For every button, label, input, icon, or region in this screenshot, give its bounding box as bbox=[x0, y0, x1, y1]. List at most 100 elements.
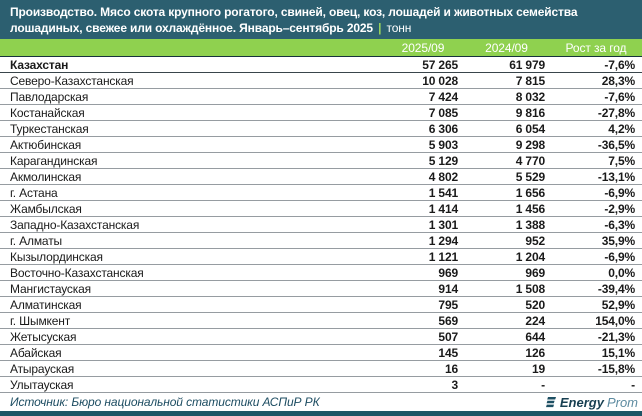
growth-cell: -13,1% bbox=[550, 168, 642, 186]
column-header-2025: 2025/09 bbox=[383, 39, 463, 58]
value-2025-cell: 57 265 bbox=[383, 56, 463, 74]
growth-cell: -36,5% bbox=[550, 136, 642, 154]
value-2024-cell: 19 bbox=[463, 360, 550, 378]
region-cell: Улытауская bbox=[0, 376, 383, 394]
value-2025-cell: 914 bbox=[383, 280, 463, 298]
value-2024-cell: 9 298 bbox=[463, 136, 550, 154]
growth-cell: -15,8% bbox=[550, 360, 642, 378]
table-row: Актюбинская 5 903 9 298 -36,5% bbox=[0, 136, 642, 154]
value-2024-cell: 5 529 bbox=[463, 168, 550, 186]
value-2024-cell: 520 bbox=[463, 296, 550, 314]
value-2024-cell: 1 456 bbox=[463, 200, 550, 218]
energyprom-logo: Energy Prom bbox=[544, 395, 638, 410]
table-row: Атырауская 16 19 -15,8% bbox=[0, 360, 642, 378]
table-row: Кызылординская 1 121 1 204 -6,9% bbox=[0, 248, 642, 266]
title-unit: тонн bbox=[386, 21, 412, 35]
table-row: Костанайская 7 085 9 816 -27,8% bbox=[0, 104, 642, 122]
value-2025-cell: 1 294 bbox=[383, 232, 463, 250]
production-table: 2025/09 2024/09 Рост за год Казахстан 57… bbox=[0, 39, 642, 394]
value-2025-cell: 7 085 bbox=[383, 104, 463, 122]
table-header-row: 2025/09 2024/09 Рост за год bbox=[0, 39, 642, 58]
value-2024-cell: 61 979 bbox=[463, 56, 550, 74]
growth-cell: - bbox=[550, 376, 642, 394]
value-2024-cell: 1 204 bbox=[463, 248, 550, 266]
value-2025-cell: 969 bbox=[383, 264, 463, 282]
value-2025-cell: 1 121 bbox=[383, 248, 463, 266]
region-cell: Восточно-Казахстанская bbox=[0, 264, 383, 282]
value-2025-cell: 16 bbox=[383, 360, 463, 378]
column-header-region bbox=[0, 39, 383, 58]
footer: Источник: Бюро национальной статистики А… bbox=[0, 393, 642, 411]
region-cell: Алматинская bbox=[0, 296, 383, 314]
region-cell: Павлодарская bbox=[0, 88, 383, 106]
value-2025-cell: 6 306 bbox=[383, 120, 463, 138]
page-title: Производство. Мясо скота крупного рогато… bbox=[10, 5, 578, 35]
value-2025-cell: 569 bbox=[383, 312, 463, 330]
growth-cell: 28,3% bbox=[550, 72, 642, 90]
region-cell: Жетысуская bbox=[0, 328, 383, 346]
growth-cell: -7,6% bbox=[550, 56, 642, 74]
value-2024-cell: 4 770 bbox=[463, 152, 550, 170]
region-cell: Актюбинская bbox=[0, 136, 383, 154]
region-cell: Акмолинская bbox=[0, 168, 383, 186]
value-2024-cell: 6 054 bbox=[463, 120, 550, 138]
value-2024-cell: 8 032 bbox=[463, 88, 550, 106]
region-cell: Абайская bbox=[0, 344, 383, 362]
table-row: Жетысуская 507 644 -21,3% bbox=[0, 328, 642, 346]
value-2024-cell: 7 815 bbox=[463, 72, 550, 90]
region-cell: Карагандинская bbox=[0, 152, 383, 170]
table-body: Казахстан 57 265 61 979 -7,6% Северо-Каз… bbox=[0, 56, 642, 394]
value-2024-cell: 644 bbox=[463, 328, 550, 346]
column-header-growth: Рост за год bbox=[550, 39, 642, 58]
growth-cell: -27,8% bbox=[550, 104, 642, 122]
value-2024-cell: 1 388 bbox=[463, 216, 550, 234]
table-row: Западно-Казахстанская 1 301 1 388 -6,3% bbox=[0, 216, 642, 234]
value-2025-cell: 1 301 bbox=[383, 216, 463, 234]
title-bar: Производство. Мясо скота крупного рогато… bbox=[0, 0, 642, 40]
value-2025-cell: 795 bbox=[383, 296, 463, 314]
table-row: Восточно-Казахстанская 969 969 0,0% bbox=[0, 264, 642, 282]
column-header-2024: 2024/09 bbox=[463, 39, 550, 58]
value-2025-cell: 10 028 bbox=[383, 72, 463, 90]
growth-cell: 52,9% bbox=[550, 296, 642, 314]
growth-cell: 4,2% bbox=[550, 120, 642, 138]
region-cell: Северо-Казахстанская bbox=[0, 72, 383, 90]
table-row: Северо-Казахстанская 10 028 7 815 28,3% bbox=[0, 72, 642, 90]
value-2024-cell: - bbox=[463, 376, 550, 394]
table-row: Казахстан 57 265 61 979 -7,6% bbox=[0, 56, 642, 74]
region-cell: Кызылординская bbox=[0, 248, 383, 266]
growth-cell: 35,9% bbox=[550, 232, 642, 250]
energyprom-icon bbox=[545, 396, 556, 407]
table-row: Улытауская 3 - - bbox=[0, 376, 642, 394]
value-2025-cell: 7 424 bbox=[383, 88, 463, 106]
region-cell: г. Астана bbox=[0, 184, 383, 202]
value-2025-cell: 507 bbox=[383, 328, 463, 346]
value-2024-cell: 9 816 bbox=[463, 104, 550, 122]
table-row: г. Шымкент 569 224 154,0% bbox=[0, 312, 642, 330]
value-2025-cell: 1 541 bbox=[383, 184, 463, 202]
growth-cell: 0,0% bbox=[550, 264, 642, 282]
growth-cell: 7,5% bbox=[550, 152, 642, 170]
value-2024-cell: 969 bbox=[463, 264, 550, 282]
region-cell: Западно-Казахстанская bbox=[0, 216, 383, 234]
source-text: Источник: Бюро национальной статистики А… bbox=[10, 395, 320, 410]
table-row: Туркестанская 6 306 6 054 4,2% bbox=[0, 120, 642, 138]
growth-cell: -2,9% bbox=[550, 200, 642, 218]
table-row: Алматинская 795 520 52,9% bbox=[0, 296, 642, 314]
table-row: Карагандинская 5 129 4 770 7,5% bbox=[0, 152, 642, 170]
value-2025-cell: 145 bbox=[383, 344, 463, 362]
table-row: Абайская 145 126 15,1% bbox=[0, 344, 642, 362]
growth-cell: -21,3% bbox=[550, 328, 642, 346]
value-2024-cell: 1 656 bbox=[463, 184, 550, 202]
bottom-bar bbox=[0, 411, 642, 416]
region-cell: г. Алматы bbox=[0, 232, 383, 250]
logo-text-energy: Energy bbox=[559, 394, 604, 410]
growth-cell: -6,3% bbox=[550, 216, 642, 234]
growth-cell: -6,9% bbox=[550, 248, 642, 266]
value-2024-cell: 224 bbox=[463, 312, 550, 330]
value-2025-cell: 4 802 bbox=[383, 168, 463, 186]
table-row: г. Алматы 1 294 952 35,9% bbox=[0, 232, 642, 250]
region-cell: Туркестанская bbox=[0, 120, 383, 138]
region-cell: Атырауская bbox=[0, 360, 383, 378]
